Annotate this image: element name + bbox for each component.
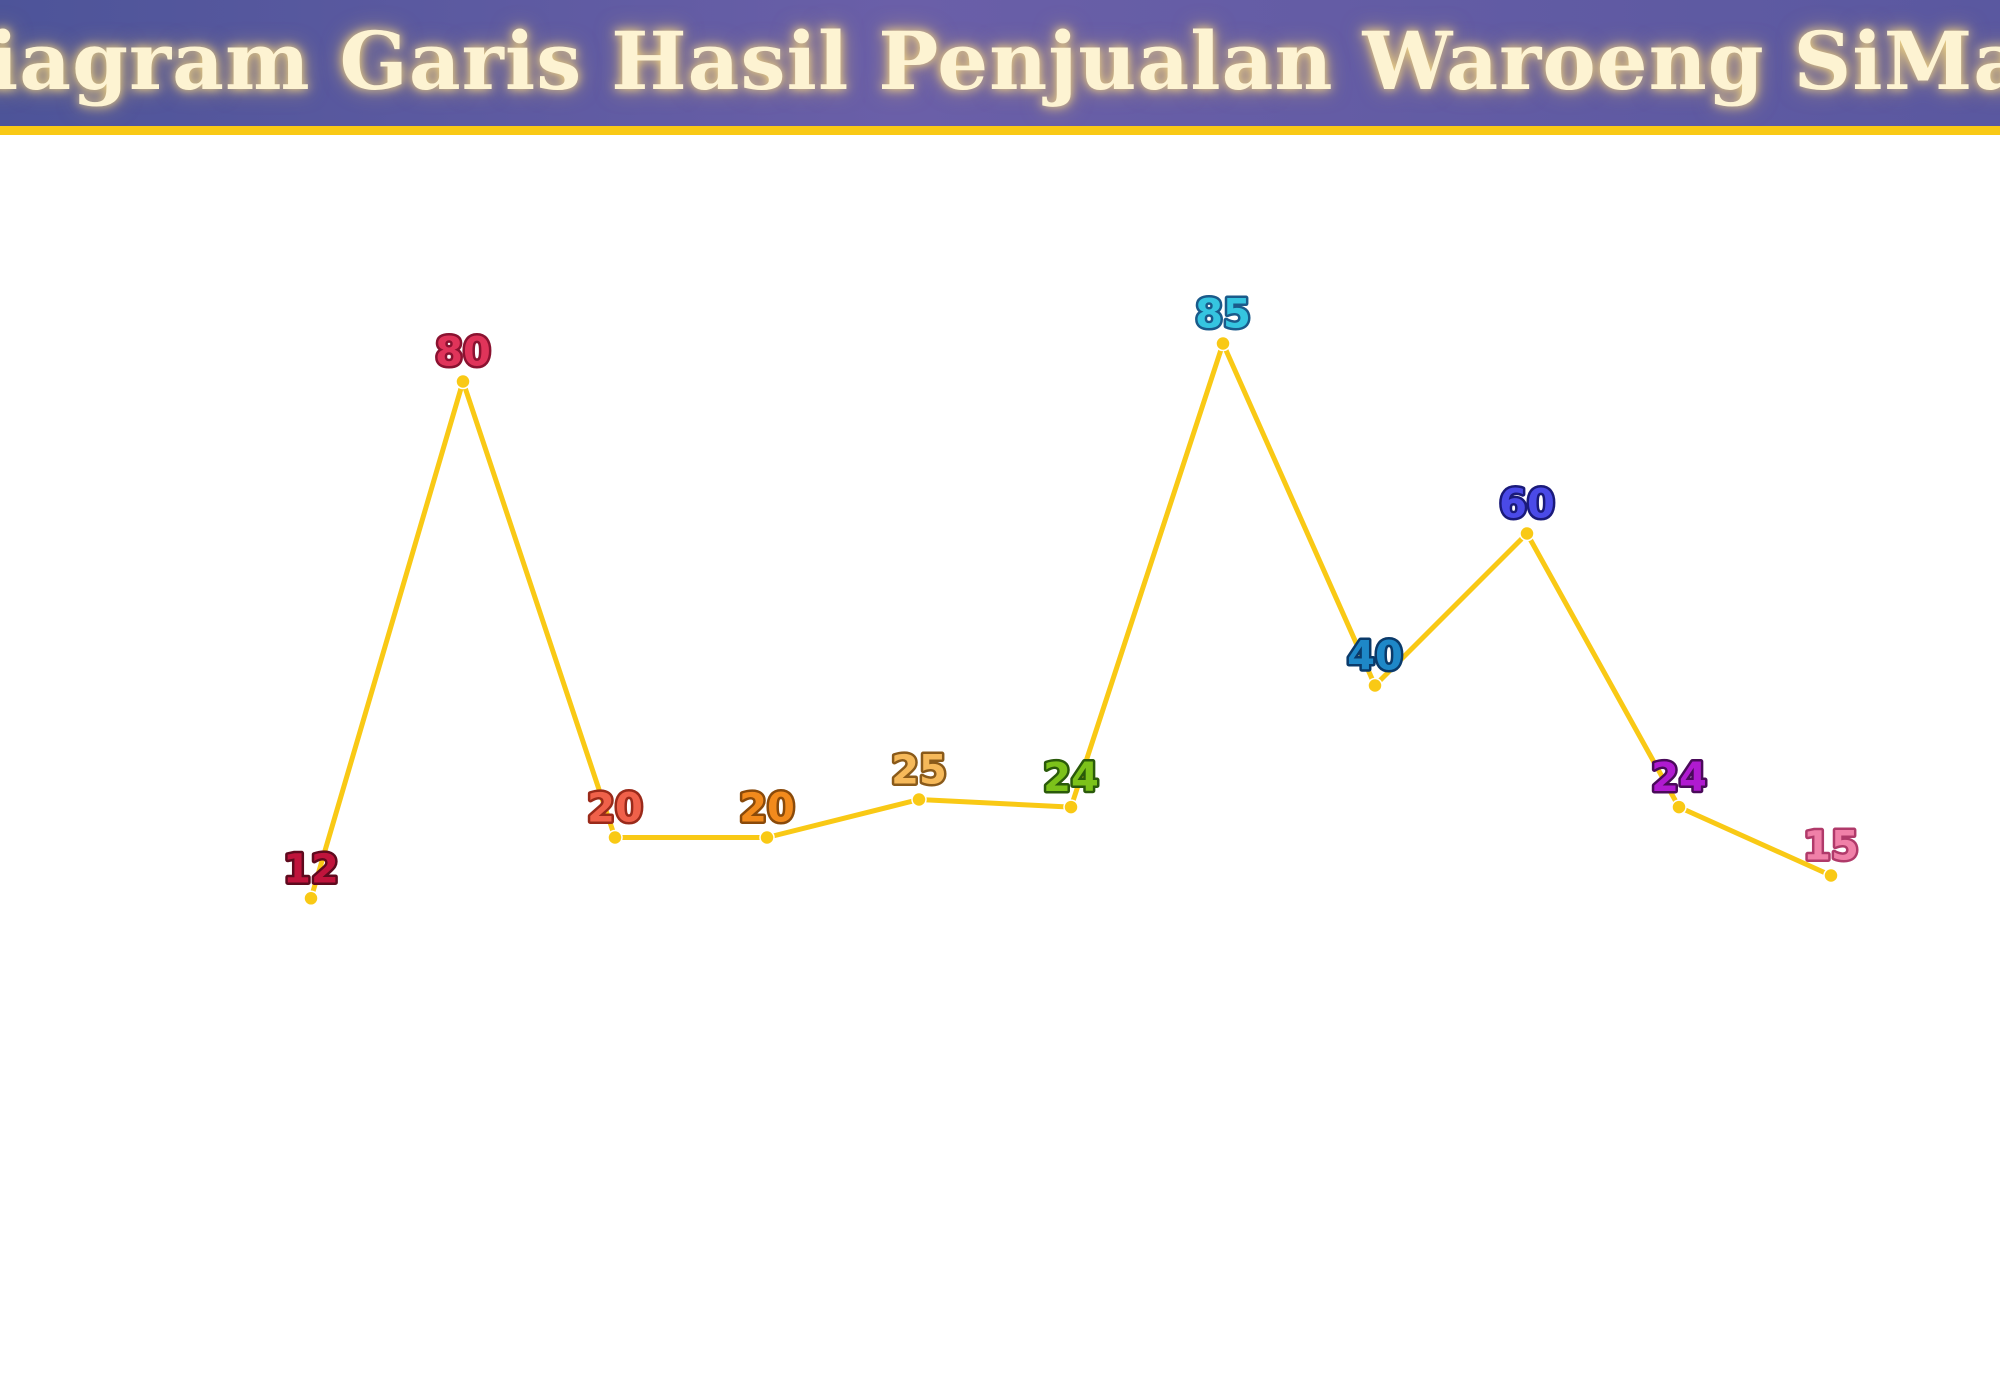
data-point-layer — [303, 335, 1839, 907]
data-label: 60 — [1499, 482, 1555, 528]
data-point — [911, 791, 927, 808]
data-label: 15 — [1803, 824, 1859, 870]
data-point — [1671, 799, 1687, 815]
data-point — [303, 890, 319, 907]
data-label: 80 — [435, 330, 491, 376]
data-label: 40 — [1347, 634, 1403, 680]
data-label: 24 — [1651, 755, 1707, 801]
data-label: 24 — [1043, 755, 1099, 801]
data-label: 12 — [283, 846, 339, 892]
header-divider — [0, 126, 2000, 135]
data-label: 20 — [739, 786, 795, 832]
data-point — [1823, 867, 1839, 884]
series-line — [308, 341, 1834, 901]
data-point — [1519, 525, 1535, 542]
data-label: 20 — [587, 786, 643, 832]
data-label: 25 — [891, 748, 947, 794]
data-label: 85 — [1195, 292, 1251, 338]
data-point — [1215, 335, 1231, 352]
data-point — [1367, 677, 1383, 694]
page-title: Diagram Garis Hasil Penjualan Waroeng Si… — [0, 14, 2000, 108]
data-point — [759, 829, 775, 846]
header-banner: Diagram Garis Hasil Penjualan Waroeng Si… — [0, 0, 2000, 126]
data-label-layer: 12 80 20 20 25 24 85 40 60 24 15 — [281, 289, 1862, 895]
data-point — [607, 829, 623, 846]
line-series-layer — [308, 341, 1834, 901]
data-point — [1063, 799, 1079, 815]
data-point — [455, 373, 471, 390]
